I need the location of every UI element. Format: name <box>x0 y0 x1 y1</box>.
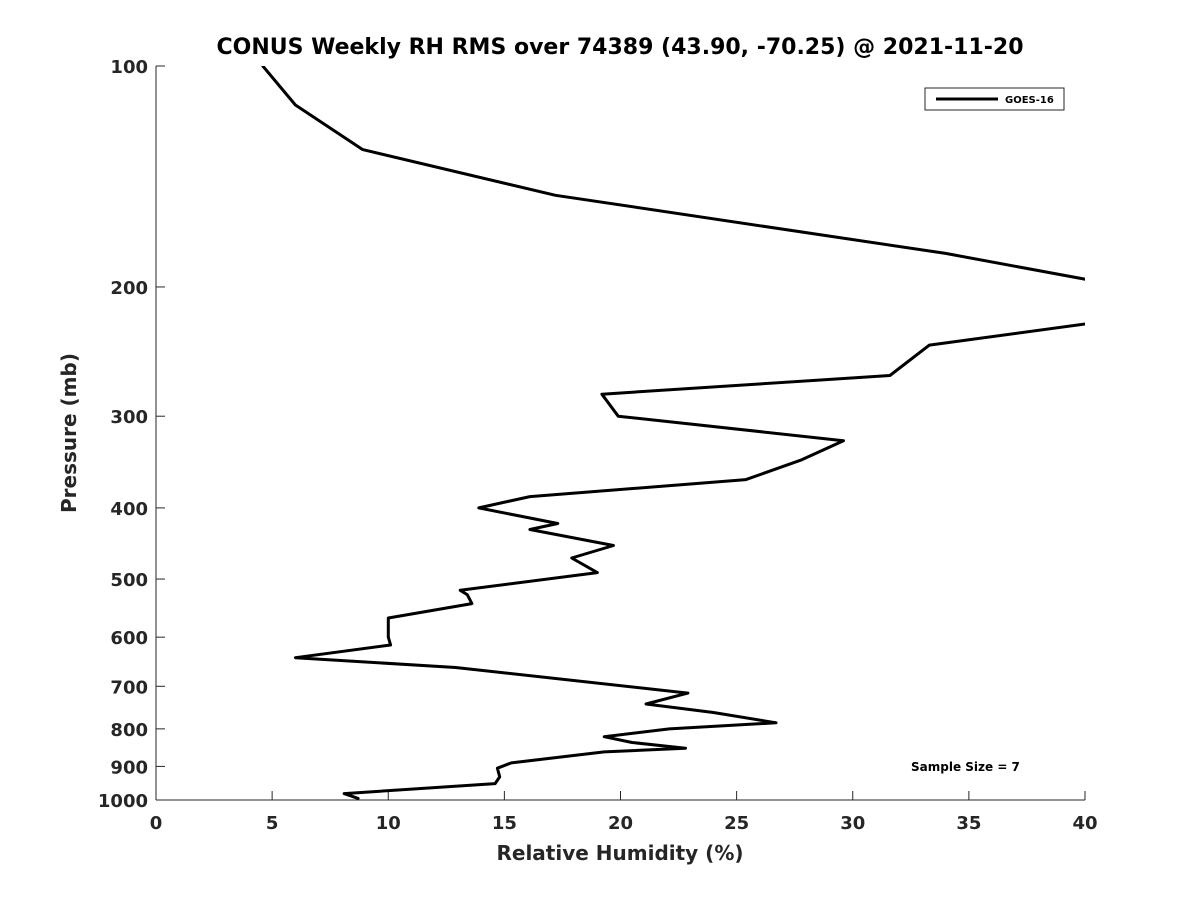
y-tick-label: 100 <box>110 57 148 78</box>
x-tick-label: 35 <box>956 813 981 834</box>
y-tick-label: 200 <box>110 278 148 299</box>
legend: GOES-16 <box>924 87 1065 111</box>
series-line-goes-16 <box>261 66 1085 800</box>
x-tick-label: 20 <box>608 813 633 834</box>
sample-size-note: Sample Size = 7 <box>911 760 1020 774</box>
x-axis-label: Relative Humidity (%) <box>496 841 743 865</box>
y-tick-label: 600 <box>110 628 148 649</box>
plot-area <box>156 66 1085 800</box>
x-tick-label: 15 <box>492 813 517 834</box>
x-tick-label: 30 <box>840 813 865 834</box>
x-tick-label: 25 <box>724 813 749 834</box>
y-axis-label: Pressure (mb) <box>57 353 81 513</box>
legend-label: GOES-16 <box>1005 95 1054 106</box>
y-tick-label: 700 <box>110 677 148 698</box>
y-tick-label: 900 <box>110 757 148 778</box>
x-tick-label: 5 <box>266 813 279 834</box>
y-tick-label: 300 <box>110 407 148 428</box>
y-axis: 100 200 300 400 500 600 700 800 900 1000 <box>98 57 165 812</box>
y-tick-label: 1000 <box>98 791 148 812</box>
x-tick-label: 10 <box>376 813 401 834</box>
x-axis: 0 5 10 15 20 25 30 35 40 <box>150 791 1098 834</box>
y-tick-label: 400 <box>110 499 148 520</box>
x-tick-label: 0 <box>150 813 163 834</box>
chart-title: CONUS Weekly RH RMS over 74389 (43.90, -… <box>216 35 1023 60</box>
y-tick-label: 500 <box>110 570 148 591</box>
x-tick-label: 40 <box>1072 813 1097 834</box>
y-tick-label: 800 <box>110 720 148 741</box>
